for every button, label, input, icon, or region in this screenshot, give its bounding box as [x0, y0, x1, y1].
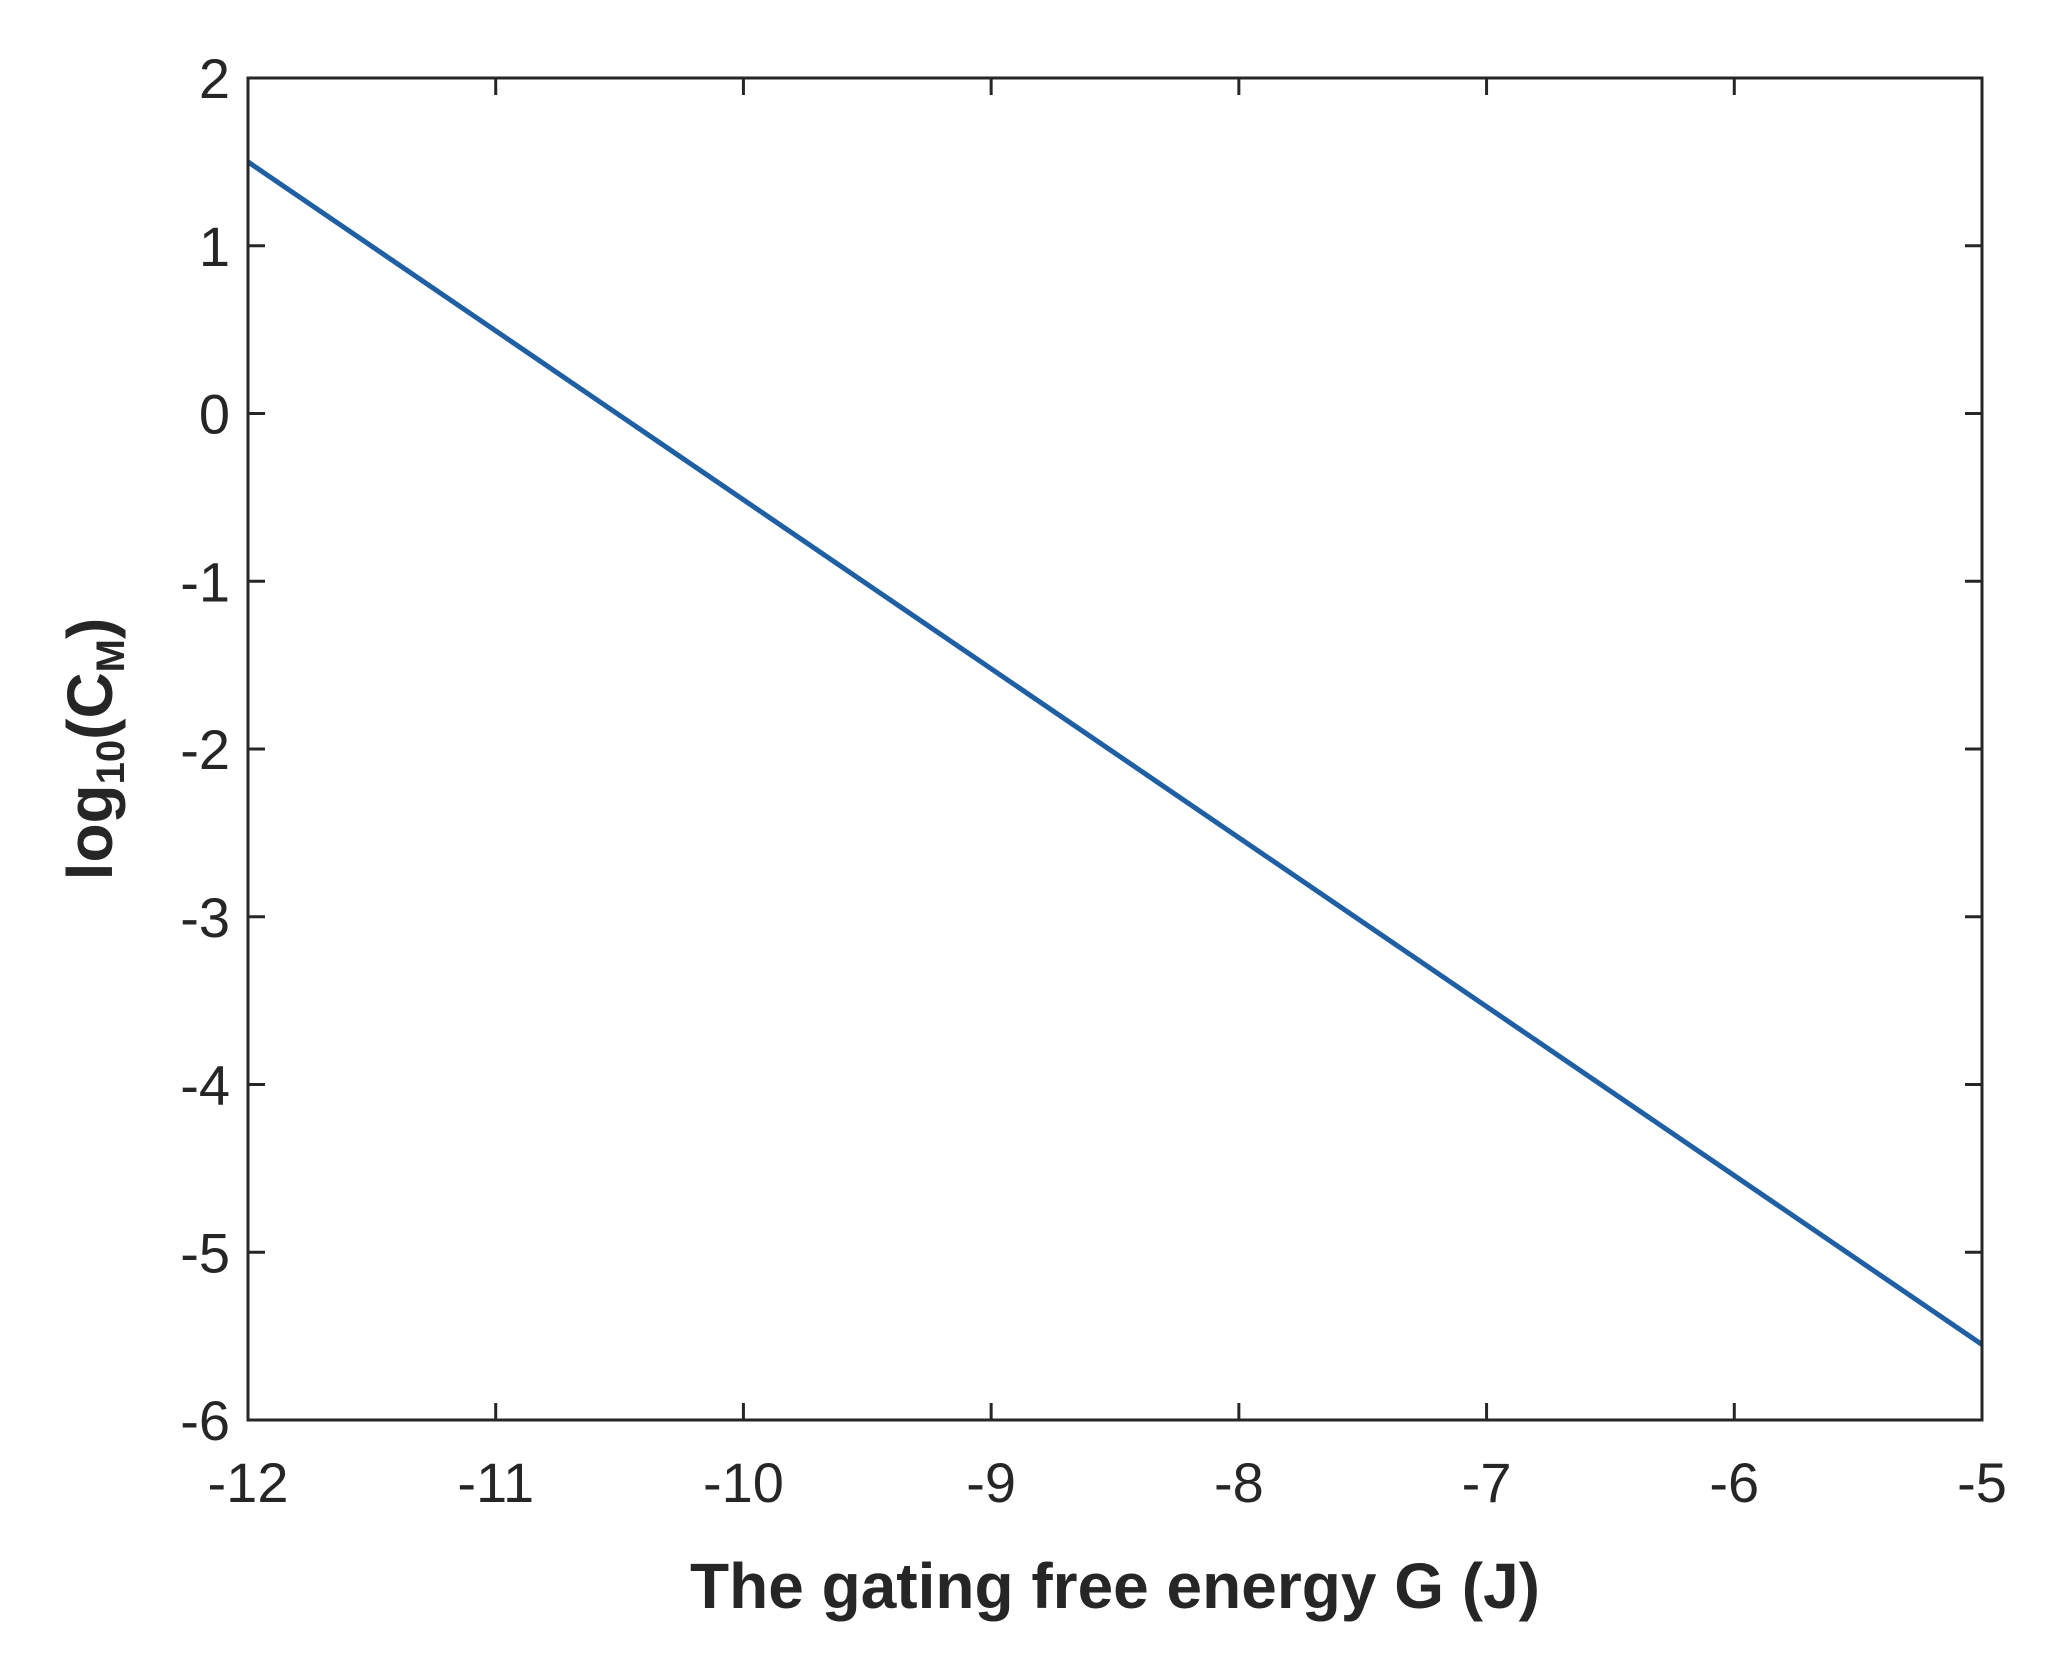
plot-frame — [246, 76, 1984, 1422]
y-axis-title-prefix-subscript: 10 — [89, 740, 133, 785]
y-tick-label: -6 — [180, 1389, 230, 1452]
x-tick-label: -5 — [1957, 1451, 2007, 1514]
x-tick-label: -12 — [208, 1451, 289, 1514]
y-tick-label: -5 — [180, 1221, 230, 1284]
y-tick-label: 1 — [199, 215, 230, 278]
series-layer — [246, 159, 1984, 1347]
y-axis-title-close: ) — [54, 618, 126, 639]
series-line — [246, 159, 1984, 1347]
y-axis-title: log10(CM) — [54, 618, 133, 881]
y-tick-label: -1 — [180, 550, 230, 613]
y-axis-title-open: (C — [54, 672, 126, 740]
x-tick-label: -8 — [1214, 1451, 1264, 1514]
x-tick-label: -10 — [703, 1451, 784, 1514]
y-tick-label: 0 — [199, 383, 230, 446]
y-axis-title-prefix: log — [54, 784, 126, 880]
y-axis-title-variable-subscript: M — [89, 639, 133, 672]
x-tick-label: -7 — [1462, 1451, 1512, 1514]
y-tick-label: 2 — [199, 47, 230, 110]
y-tick-label: -2 — [180, 718, 230, 781]
x-axis-title: The gating free energy G (J) — [690, 1550, 1540, 1622]
x-axis-ticks: -12 -11 -10 -9 -8 -7 -6 -5 — [208, 78, 2007, 1514]
y-tick-label: -4 — [180, 1054, 230, 1117]
y-tick-label: -3 — [180, 886, 230, 949]
x-tick-label: -9 — [966, 1451, 1016, 1514]
plot-background — [248, 78, 1982, 1420]
x-tick-label: -11 — [457, 1451, 534, 1514]
y-axis-ticks: -6 -5 -4 -3 -2 -1 0 1 2 — [180, 47, 1982, 1452]
x-tick-label: -6 — [1709, 1451, 1759, 1514]
